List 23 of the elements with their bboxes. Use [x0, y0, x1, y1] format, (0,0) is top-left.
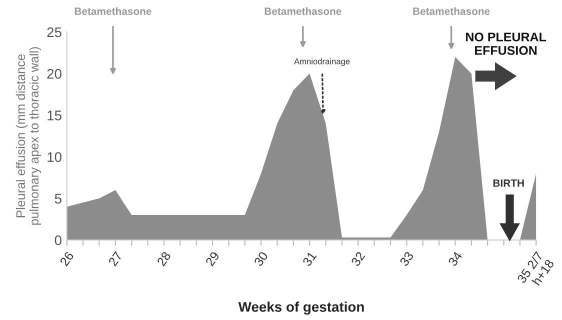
y-tick-label: 0: [54, 235, 62, 246]
y-tick-label: 25: [47, 27, 62, 38]
text: Betamethasone: [74, 7, 152, 15]
x-tick-label: 33: [399, 251, 414, 267]
x-tick-label: 29: [205, 251, 220, 267]
x-tick-label: 34: [448, 250, 463, 267]
x-tick-label: 32: [350, 251, 366, 267]
y-tick-label: 15: [48, 110, 62, 120]
y-tick-label: 5: [54, 194, 62, 204]
x-tick-label: 27: [108, 251, 122, 266]
text: Betamethasone: [264, 7, 342, 15]
annotation: BIRTH: [493, 180, 524, 187]
y-axis-title: Pleural effusion (mm distance pulmonary apex to thoracic wall): [16, 47, 42, 225]
y-tick-label: 10: [48, 152, 62, 162]
x-tick-label: 28: [156, 251, 172, 267]
x-tick-label: 30: [254, 251, 268, 267]
x-tick-label: 31: [302, 251, 317, 267]
y-tick-label: 20: [47, 68, 62, 79]
x-axis-title: Weeks of gestation: [238, 302, 364, 315]
annotation: NO PLEURAL EFFUSION: [466, 32, 546, 55]
annotation: Amniodrainage: [294, 58, 350, 66]
x-tick-label: 26: [60, 251, 74, 267]
text: Betamethasone: [413, 7, 490, 15]
